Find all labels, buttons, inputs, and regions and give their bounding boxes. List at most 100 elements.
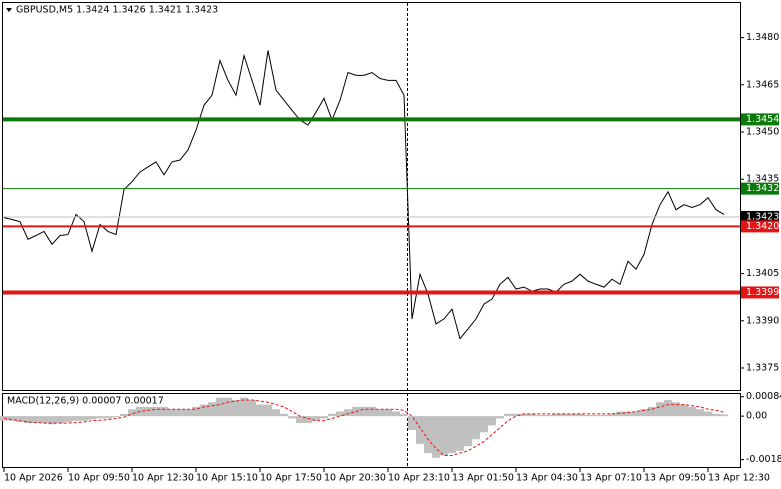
macd-bar [576, 413, 584, 417]
macd-bar [392, 411, 400, 417]
macd-bar [448, 416, 456, 454]
macd-bar [328, 413, 336, 417]
macd-bar [120, 413, 128, 417]
macd-bar [112, 416, 120, 418]
level-label: 1.3399 [746, 287, 779, 298]
macd-bar [8, 416, 16, 421]
macd-bar [280, 413, 288, 417]
macd-bar [24, 416, 32, 424]
macd-bar [56, 416, 64, 424]
y-tick-label: 1.3375 [746, 362, 779, 373]
x-tick-label: 10 Apr 12:30 [132, 473, 194, 484]
macd-bar [536, 414, 544, 417]
x-tick-label: 10 Apr 15:10 [196, 473, 258, 484]
level-label: 1.3454 [746, 114, 779, 125]
macd-bar [384, 409, 392, 417]
signal-line [3, 399, 725, 456]
macd-bar [96, 416, 104, 419]
macd-bar [344, 409, 352, 417]
x-tick-label: 13 Apr 01:50 [452, 473, 514, 484]
macd-bar [632, 411, 640, 417]
macd-bar [80, 416, 88, 421]
macd-bar [144, 406, 152, 417]
macd-bar [640, 409, 648, 417]
y-tick-label: 1.3435 [746, 174, 779, 185]
x-tick-label: 13 Apr 07:10 [580, 473, 642, 484]
x-tick-label: 13 Apr 04:30 [516, 473, 578, 484]
level-box [741, 113, 779, 126]
macd-bar [648, 406, 656, 417]
macd-bar [240, 397, 248, 417]
x-tick-label: 10 Apr 20:30 [324, 473, 386, 484]
macd-bar [64, 416, 72, 422]
macd-bar [16, 416, 24, 422]
macd-bar [272, 409, 280, 417]
macd-bar [496, 416, 504, 419]
macd-bar [600, 414, 608, 417]
macd-bar [128, 409, 136, 417]
x-tick-label: 10 Apr 2026 [4, 473, 63, 484]
macd-bar [680, 404, 688, 417]
macd-bar [520, 413, 528, 417]
macd-bar [160, 406, 168, 417]
x-tick-label: 10 Apr 17:50 [260, 473, 322, 484]
macd-bar [336, 411, 344, 417]
macd-bar [360, 406, 368, 417]
y-tick-label: 1.3480 [746, 32, 779, 43]
macd-bar [712, 413, 720, 417]
macd-bar [512, 413, 520, 417]
x-tick-label: 13 Apr 09:50 [644, 473, 706, 484]
plot-layer [0, 50, 740, 458]
macd-bar [32, 416, 40, 424]
y-tick-label: 1.3465 [746, 79, 779, 90]
macd-bar [152, 406, 160, 417]
chart-title: GBPUSD,M5 1.3424 1.3426 1.3421 1.3423 [16, 5, 218, 16]
y-tick-label: 1.3405 [746, 268, 779, 279]
macd-bar [248, 399, 256, 417]
macd-bar [88, 416, 96, 420]
macd-bar [168, 409, 176, 417]
level-label: 1.3432 [746, 183, 779, 194]
macd-bar [424, 416, 432, 454]
macd-bar [400, 413, 408, 417]
macd-bar [312, 416, 320, 421]
macd-bar [440, 416, 448, 456]
price-line [3, 50, 725, 340]
macd-bar [176, 409, 184, 417]
macd-bar [184, 409, 192, 417]
macd-bar [560, 413, 568, 417]
macd-bar [224, 397, 232, 417]
macd-bar [104, 416, 112, 419]
macd-title: MACD(12,26,9) 0.00007 0.00017 [7, 396, 164, 407]
macd-bar [664, 399, 672, 417]
x-tick-label: 10 Apr 09:50 [68, 473, 130, 484]
macd-bar [456, 416, 464, 451]
macd-bar [264, 404, 272, 417]
macd-bar [416, 416, 424, 444]
macd-bar [200, 404, 208, 417]
macd-bar [592, 414, 600, 417]
macd-bar [672, 402, 680, 417]
macd-bar [656, 402, 664, 417]
macd-bar [480, 416, 488, 433]
macd-bar [552, 413, 560, 417]
macd-bar [232, 399, 240, 417]
macd-bar [528, 413, 536, 417]
macd-bar [216, 397, 224, 417]
macd-bar [432, 416, 440, 458]
macd-bar [704, 411, 712, 417]
macd-bar [368, 406, 376, 417]
symbol-icon [6, 8, 12, 12]
macd-bar [72, 416, 80, 421]
price-frame [2, 2, 741, 391]
macd-bar [688, 406, 696, 417]
macd-bar [624, 411, 632, 417]
level-box [741, 220, 779, 233]
level-box [741, 286, 779, 299]
macd-bar [720, 414, 728, 417]
macd-bar [0, 416, 8, 421]
y-tick-label: 1.3390 [746, 315, 779, 326]
macd-bar [568, 413, 576, 417]
macd-bar [192, 406, 200, 417]
